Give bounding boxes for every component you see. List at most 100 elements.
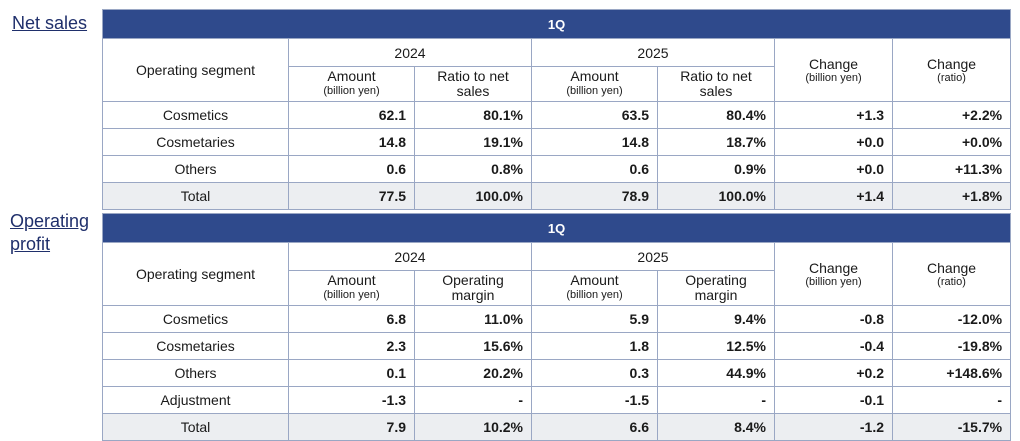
segment-name: Adjustment bbox=[102, 386, 289, 414]
subheader-row: Amount (billion yen) Ratio to net sales … bbox=[103, 66, 1011, 102]
margin-label-2: margin bbox=[451, 287, 495, 303]
margin-a: - bbox=[414, 386, 532, 414]
year-a-header: 2024 bbox=[288, 38, 532, 67]
change-yen-header: Change (billion yen) bbox=[774, 38, 893, 102]
amount-b: 78.9 bbox=[531, 182, 658, 210]
operating-profit-table: 1Q Operating segment 2024 2025 Change (b… bbox=[101, 213, 1012, 441]
amount-b-header: Amount (billion yen) bbox=[531, 270, 658, 306]
ratio-b: 0.9% bbox=[657, 155, 775, 183]
table-row: Cosmetaries 2.3 15.6% 1.8 12.5% -0.4 -19… bbox=[102, 332, 1012, 360]
amount-label: Amount bbox=[570, 68, 619, 84]
ratio-label-1: Ratio to net bbox=[437, 68, 509, 84]
ratio-label-2: sales bbox=[699, 83, 733, 99]
change-ratio-header: Change (ratio) bbox=[891, 242, 1012, 306]
margin-b: 9.4% bbox=[657, 305, 775, 333]
operating-profit-label-line1: Operating bbox=[10, 211, 90, 231]
amount-b: 0.6 bbox=[531, 155, 658, 183]
margin-a-header: Operating margin bbox=[414, 270, 532, 306]
change-label: Change bbox=[808, 56, 859, 72]
ratio-b: 80.4% bbox=[657, 101, 775, 129]
change-yen: +0.0 bbox=[774, 155, 893, 183]
change-ratio: -12.0% bbox=[891, 305, 1012, 333]
margin-b-header: Operating margin bbox=[657, 270, 775, 306]
amount-b: 6.6 bbox=[531, 413, 658, 441]
amount-a: 7.9 bbox=[288, 413, 415, 441]
segment-column-header: Operating segment bbox=[102, 38, 289, 102]
change-ratio: -19.8% bbox=[891, 332, 1012, 360]
table-row: Adjustment -1.3 - -1.5 - -0.1 - bbox=[102, 386, 1012, 414]
year-a-header: 2024 bbox=[288, 242, 532, 271]
amount-b: 1.8 bbox=[531, 332, 658, 360]
amount-a: 14.8 bbox=[288, 128, 415, 156]
table-row: Cosmetics 6.8 11.0% 5.9 9.4% -0.8 -12.0% bbox=[102, 305, 1012, 333]
segment-name: Cosmetics bbox=[102, 305, 289, 333]
ratio-b: 18.7% bbox=[657, 128, 775, 156]
ratio-label-1: Ratio to net bbox=[680, 68, 752, 84]
change-ratio: +0.0% bbox=[891, 128, 1012, 156]
table-row: Others 0.1 20.2% 0.3 44.9% +0.2 +148.6% bbox=[102, 359, 1012, 387]
segment-name: Cosmetics bbox=[102, 101, 289, 129]
period-header-row: 1Q bbox=[101, 9, 1012, 39]
ratio-b-header: Ratio to net sales bbox=[657, 66, 775, 102]
amount-a: 6.8 bbox=[288, 305, 415, 333]
change-ratio: +1.8% bbox=[891, 182, 1012, 210]
table-row: Cosmetics 62.1 80.1% 63.5 80.4% +1.3 +2.… bbox=[102, 101, 1012, 129]
change-ratio: +148.6% bbox=[891, 359, 1012, 387]
segment-column-header: Operating segment bbox=[102, 242, 289, 306]
margin-label-1: Operating bbox=[442, 272, 504, 288]
segment-name: Total bbox=[102, 182, 289, 210]
ratio-a: 80.1% bbox=[414, 101, 532, 129]
amount-unit: (billion yen) bbox=[566, 85, 623, 97]
ratio-a-header: Ratio to net sales bbox=[414, 66, 532, 102]
margin-b: 8.4% bbox=[657, 413, 775, 441]
year-header-row: Operating segment 2024 2025 Change (bill… bbox=[102, 242, 1012, 306]
change-ratio: +11.3% bbox=[891, 155, 1012, 183]
segment-name: Cosmetaries bbox=[102, 128, 289, 156]
margin-a: 15.6% bbox=[414, 332, 532, 360]
change-ratio-header: Change (ratio) bbox=[891, 38, 1012, 102]
change-yen: -1.2 bbox=[774, 413, 893, 441]
net-sales-table: 1Q Operating segment 2024 2025 Change (b… bbox=[101, 9, 1012, 210]
amount-a: 77.5 bbox=[288, 182, 415, 210]
net-sales-section-label: Net sales bbox=[12, 13, 88, 33]
change-label: Change bbox=[808, 260, 859, 276]
amount-a: 62.1 bbox=[288, 101, 415, 129]
change-yen: -0.1 bbox=[774, 386, 893, 414]
period-header: 1Q bbox=[101, 9, 1012, 39]
amount-b: 63.5 bbox=[531, 101, 658, 129]
operating-profit-label-line2: profit bbox=[10, 234, 51, 254]
amount-a: 0.6 bbox=[288, 155, 415, 183]
amount-b-header: Amount (billion yen) bbox=[531, 66, 658, 102]
total-row: Total 7.9 10.2% 6.6 8.4% -1.2 -15.7% bbox=[102, 413, 1012, 441]
ratio-a: 100.0% bbox=[414, 182, 532, 210]
margin-b: 44.9% bbox=[657, 359, 775, 387]
segment-name: Others bbox=[102, 155, 289, 183]
amount-unit: (billion yen) bbox=[323, 85, 380, 97]
amount-a-header: Amount (billion yen) bbox=[288, 66, 415, 102]
amount-unit: (billion yen) bbox=[323, 289, 380, 301]
amount-label: Amount bbox=[327, 68, 376, 84]
segment-name: Total bbox=[102, 413, 289, 441]
margin-b: - bbox=[657, 386, 775, 414]
year-b-header: 2025 bbox=[531, 242, 775, 271]
margin-label-2: margin bbox=[694, 287, 738, 303]
change-ratio: +2.2% bbox=[891, 101, 1012, 129]
change-yen-header: Change (billion yen) bbox=[774, 242, 893, 306]
amount-b: -1.5 bbox=[531, 386, 658, 414]
change-yen: -0.4 bbox=[774, 332, 893, 360]
table-row: Others 0.6 0.8% 0.6 0.9% +0.0 +11.3% bbox=[102, 155, 1012, 183]
change-label: Change bbox=[927, 260, 977, 276]
segment-name: Cosmetaries bbox=[102, 332, 289, 360]
ratio-a: 19.1% bbox=[414, 128, 532, 156]
margin-label-1: Operating bbox=[685, 272, 747, 288]
amount-label: Amount bbox=[570, 272, 619, 288]
amount-a: 0.1 bbox=[288, 359, 415, 387]
amount-b: 0.3 bbox=[531, 359, 658, 387]
change-yen: -0.8 bbox=[774, 305, 893, 333]
change-unit: (billion yen) bbox=[805, 276, 862, 288]
change-unit: (billion yen) bbox=[805, 72, 862, 84]
ratio-b: 100.0% bbox=[657, 182, 775, 210]
total-row: Total 77.5 100.0% 78.9 100.0% +1.4 +1.8% bbox=[102, 182, 1012, 210]
amount-a-header: Amount (billion yen) bbox=[288, 270, 415, 306]
amount-b: 5.9 bbox=[531, 305, 658, 333]
